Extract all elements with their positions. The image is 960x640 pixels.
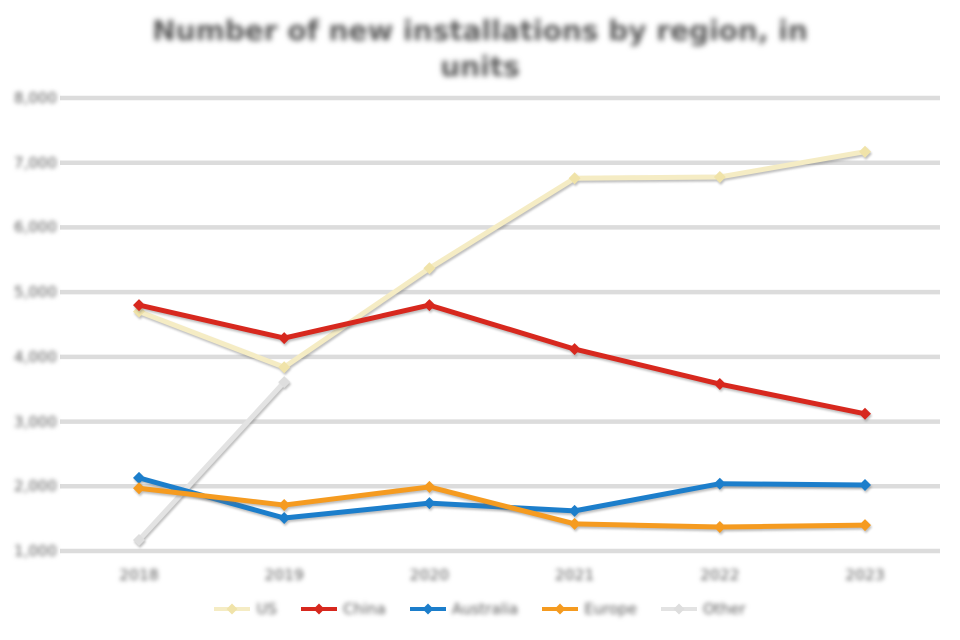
x-axis-tick-label: 2020	[409, 566, 450, 584]
data-point-marker	[713, 170, 726, 183]
data-point-marker	[278, 376, 291, 389]
y-axis-tick-label: 5,000	[14, 283, 57, 302]
y-axis-tick-label: 7,000	[14, 153, 57, 172]
x-axis-tick-label: 2019	[264, 566, 304, 584]
chart-legend: US China Australia Europe Other	[0, 600, 960, 618]
y-axis-tick-label: 6,000	[14, 218, 57, 237]
legend-line-marker-swatch	[214, 603, 251, 615]
data-point-marker	[713, 378, 726, 391]
x-axis-tick-label: 2023	[845, 566, 885, 584]
data-point-marker	[133, 482, 145, 495]
legend-item-europe: Europe	[542, 600, 637, 618]
series-us-line	[133, 145, 871, 374]
data-point-marker	[278, 511, 291, 524]
data-point-marker	[859, 145, 871, 158]
legend-label: Other	[702, 600, 746, 618]
legend-line-marker-swatch	[542, 603, 579, 615]
legend-line-marker-swatch	[300, 603, 337, 615]
data-point-marker	[423, 480, 436, 493]
data-point-marker	[568, 517, 581, 530]
legend-item-us: US	[214, 600, 277, 618]
data-point-marker	[133, 305, 145, 318]
x-axis-tick-label: 2018	[119, 566, 159, 584]
data-point-marker	[133, 533, 145, 546]
y-axis-tick-label: 1,000	[14, 542, 57, 560]
data-point-marker	[423, 262, 436, 275]
legend-line-marker-swatch	[660, 603, 697, 615]
chart-title-line2: units	[440, 50, 520, 83]
legend-line-marker-swatch	[409, 603, 446, 615]
data-point-marker	[859, 519, 871, 532]
data-point-marker	[568, 343, 581, 356]
data-point-marker	[713, 477, 726, 490]
series-china-line	[133, 299, 871, 420]
data-point-marker	[713, 521, 726, 534]
y-axis-tick-label: 3,000	[14, 412, 57, 431]
data-point-marker	[278, 499, 291, 512]
chart-title: Number of new installations by region, i…	[0, 13, 960, 85]
data-point-marker	[278, 332, 291, 345]
y-axis-tick-label: 2,000	[14, 477, 57, 496]
legend-label: Europe	[584, 600, 637, 618]
data-point-marker	[423, 299, 436, 312]
y-axis-tick-label: 4,000	[14, 347, 57, 366]
series-other-line	[133, 376, 291, 546]
series-europe-line	[133, 480, 871, 534]
x-axis-tick-label: 2022	[700, 566, 740, 584]
data-point-marker	[133, 471, 145, 484]
data-point-marker	[278, 361, 291, 374]
legend-label: Australia	[451, 600, 519, 618]
chart-title-line1: Number of new installations by region, i…	[152, 14, 808, 47]
data-point-marker	[859, 478, 871, 491]
data-point-marker	[568, 504, 581, 517]
data-point-marker	[568, 172, 581, 185]
legend-item-china: China	[300, 600, 386, 618]
data-point-marker	[859, 407, 871, 420]
legend-label: China	[342, 600, 386, 618]
legend-item-other: Other	[660, 600, 746, 618]
legend-item-australia: Australia	[409, 600, 519, 618]
data-point-marker	[133, 299, 145, 312]
legend-label: US	[256, 600, 277, 618]
y-axis-tick-label: 8,000	[14, 89, 57, 107]
x-axis-tick-label: 2021	[554, 566, 595, 584]
data-point-marker	[423, 497, 436, 510]
